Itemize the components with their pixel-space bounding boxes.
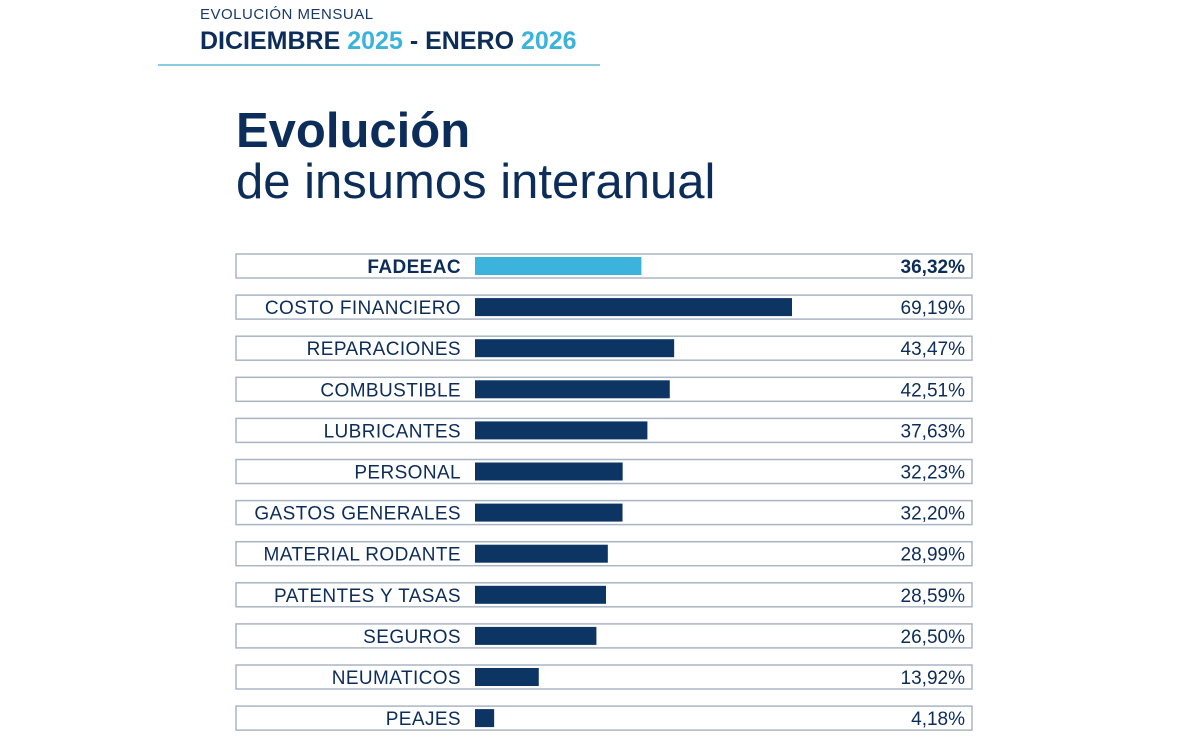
- category-label: COMBUSTIBLE: [320, 380, 461, 401]
- category-label: NEUMATICOS: [332, 668, 461, 689]
- bar: [475, 339, 675, 358]
- category-label: COSTO FINANCIERO: [265, 298, 461, 319]
- value-label: 43,47%: [901, 339, 966, 360]
- bar: [475, 544, 608, 563]
- bar: [475, 421, 648, 440]
- page-title: Evolución de insumos interanual: [236, 104, 716, 210]
- bar: [475, 257, 642, 275]
- period-month-start: DICIEMBRE: [200, 27, 341, 55]
- value-label: 42,51%: [901, 380, 966, 401]
- bar: [475, 380, 670, 399]
- bar: [475, 462, 623, 481]
- category-label: LUBRICANTES: [324, 421, 461, 442]
- bar: [475, 709, 495, 728]
- kicker-label: EVOLUCIÓN MENSUAL: [200, 6, 374, 23]
- category-label: FADEEAC: [367, 257, 461, 278]
- category-label: GASTOS GENERALES: [254, 504, 461, 525]
- bar: [475, 585, 606, 604]
- row-frame: [235, 705, 973, 731]
- bar: [475, 626, 597, 645]
- category-label: PERSONAL: [354, 463, 461, 484]
- value-label: 28,59%: [901, 586, 966, 607]
- value-label: 4,18%: [911, 709, 965, 730]
- bar: [475, 503, 623, 522]
- period-label: DICIEMBRE 2025 - ENERO 2026: [200, 27, 577, 56]
- bar: [475, 298, 792, 317]
- period-separator: -: [409, 27, 419, 55]
- category-label: MATERIAL RODANTE: [264, 545, 461, 566]
- value-label: 69,19%: [901, 298, 966, 319]
- title-line-2: de insumos interanual: [236, 155, 716, 210]
- value-label: 13,92%: [901, 668, 966, 689]
- category-label: PEAJES: [386, 709, 461, 730]
- value-label: 32,23%: [901, 463, 966, 484]
- bar: [475, 668, 539, 686]
- value-label: 32,20%: [901, 504, 966, 525]
- period-header: EVOLUCIÓN MENSUAL DICIEMBRE 2025 - ENERO…: [158, 0, 600, 66]
- row-frame: [235, 623, 973, 649]
- value-label: 36,32%: [901, 257, 966, 278]
- period-month-end: ENERO: [425, 27, 515, 55]
- row-frame: [235, 664, 973, 690]
- category-label: SEGUROS: [363, 627, 461, 648]
- value-label: 28,99%: [901, 545, 966, 566]
- category-label: REPARACIONES: [307, 339, 461, 360]
- value-label: 26,50%: [901, 627, 966, 648]
- title-line-1: Evolución: [236, 104, 471, 158]
- category-label: PATENTES Y TASAS: [274, 586, 461, 607]
- period-year-end: 2026: [520, 27, 577, 55]
- period-year-start: 2025: [347, 27, 403, 55]
- value-label: 37,63%: [901, 421, 966, 442]
